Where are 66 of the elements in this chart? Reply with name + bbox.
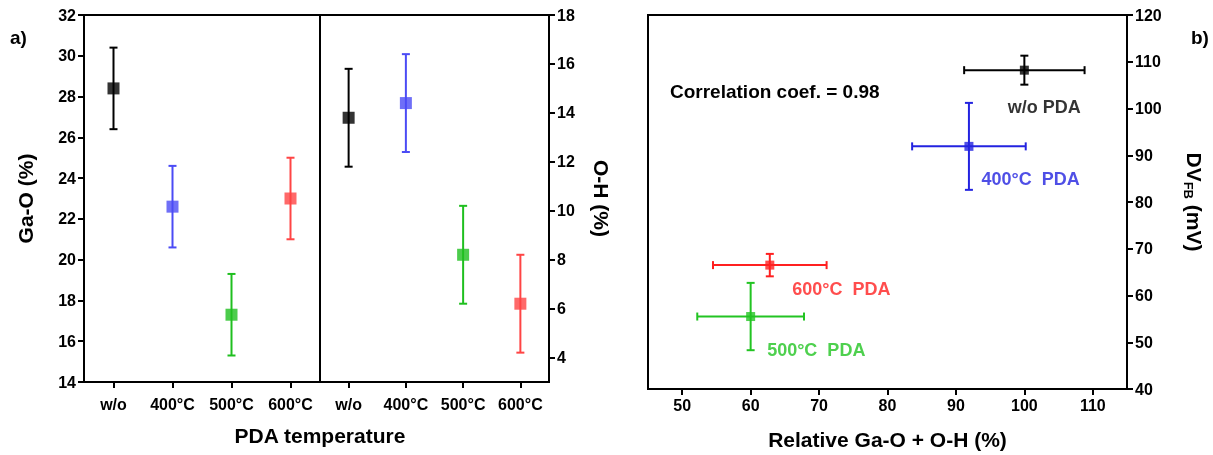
x-tick-label: w/o <box>99 395 128 413</box>
y-tick-label: 22 <box>58 210 77 228</box>
y-tick-label: 10 <box>557 202 575 220</box>
y-tick-label: 32 <box>58 6 77 24</box>
y-tick-label: 110 <box>1135 53 1161 71</box>
y-tick-label: 90 <box>1135 146 1153 164</box>
y-tick-label: 16 <box>58 332 77 350</box>
point <box>107 82 120 95</box>
point <box>964 141 974 151</box>
x-tick-label: 500°C <box>209 395 255 413</box>
y-tick-label: 60 <box>1135 287 1153 304</box>
point <box>284 192 297 205</box>
point <box>1019 65 1029 75</box>
text: b) <box>1191 27 1209 48</box>
x-tick-label: 70 <box>810 396 829 414</box>
point <box>399 97 412 110</box>
x-tick-label: 50 <box>673 396 692 414</box>
y-tick-label: 100 <box>1135 100 1162 117</box>
y-tick-label: 18 <box>557 6 575 24</box>
x-tick-label: w/o <box>334 395 363 413</box>
x-tick-label: 500°C <box>440 395 486 413</box>
y-tick-label: 30 <box>58 47 77 65</box>
y-tick-label: 4 <box>557 349 566 367</box>
y-axis-title: Ga-O (%) <box>14 153 37 244</box>
series-label: 600°C PDA <box>792 279 891 300</box>
point <box>746 312 756 322</box>
y-tick-label: 28 <box>58 88 77 106</box>
point <box>166 200 179 213</box>
series-label: 400°C PDA <box>981 169 1080 190</box>
y-tick-label: 24 <box>58 169 77 187</box>
y-tick-label: 20 <box>58 251 77 269</box>
y-tick-label: 50 <box>1135 333 1153 351</box>
y-tick-label: 18 <box>58 291 77 309</box>
x-tick-label: 90 <box>947 396 965 414</box>
point <box>765 260 775 270</box>
text: a) <box>10 27 27 48</box>
series-label: w/o PDA <box>1006 97 1081 118</box>
point <box>457 248 470 261</box>
x-tick-label: 600°C <box>498 395 544 413</box>
annotation: Correlation coef. = 0.98 <box>670 81 880 102</box>
x-tick-label: 60 <box>741 396 760 414</box>
x-tick-label: 110 <box>1079 396 1106 414</box>
x-tick-label: 80 <box>878 396 897 414</box>
x-axis-title: Relative Ga-O + O-H (%) <box>768 428 1007 451</box>
series-label: 500°C PDA <box>767 339 866 360</box>
y-tick-label: 12 <box>557 153 575 171</box>
x-tick-label: 400°C <box>150 395 196 413</box>
point <box>514 297 527 310</box>
x-tick-label: 100 <box>1011 396 1038 414</box>
x-axis-title: PDA temperature <box>233 424 407 448</box>
y-tick-label: 6 <box>557 300 566 318</box>
y-axis-title: O-H (%) <box>590 160 613 237</box>
y-tick-label: 26 <box>58 128 77 146</box>
y-tick-label: 120 <box>1135 6 1162 24</box>
y-tick-label: 70 <box>1135 240 1153 258</box>
x-tick-label: 600°C <box>268 395 314 413</box>
y-axis-title: DVFB (mV) <box>1181 152 1206 252</box>
y-tick-label: 80 <box>1135 193 1153 211</box>
y-tick-label: 8 <box>557 251 566 269</box>
point <box>342 111 355 124</box>
y-tick-label: 16 <box>557 55 575 73</box>
y-tick-label: 40 <box>1135 380 1153 398</box>
y-tick-label: 14 <box>557 104 575 122</box>
point <box>225 308 238 321</box>
y-tick-label: 14 <box>58 373 77 391</box>
x-tick-label: 400°C <box>383 395 429 413</box>
